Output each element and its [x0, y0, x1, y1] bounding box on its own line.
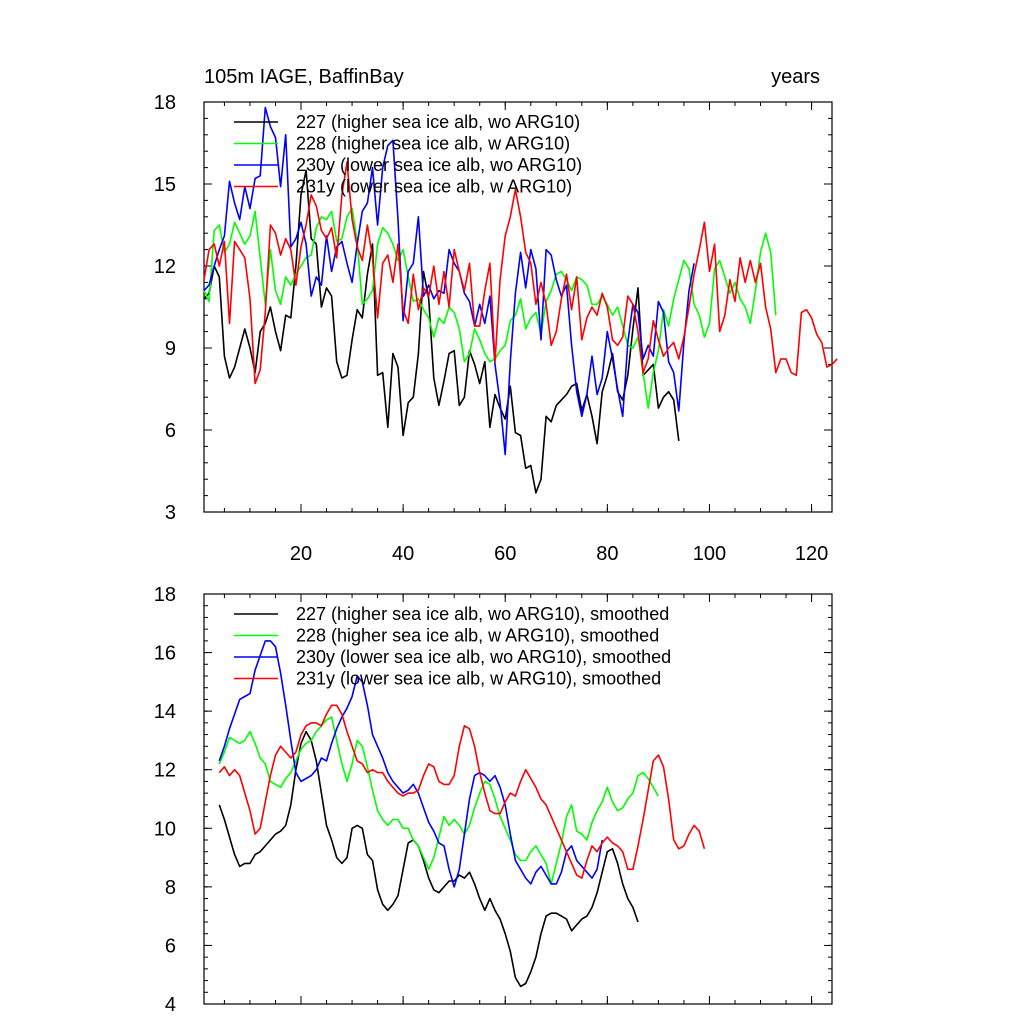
series-line-4	[203, 161, 838, 385]
x-tick-label: 20	[290, 543, 312, 565]
y-tick-label: 18	[154, 584, 176, 606]
legend-label: 228 (higher sea ice alb, w ARG10), smoot…	[296, 626, 659, 646]
y-tick-label: 10	[154, 818, 176, 840]
legend-label: 231y (lower sea ice alb, w ARG10), smoot…	[296, 669, 661, 689]
y-tick-label: 12	[154, 760, 176, 782]
x-tick-label: 60	[494, 543, 516, 565]
y-tick-label: 18	[154, 92, 176, 114]
x-tick-label: 80	[596, 543, 618, 565]
x-tick-label: 40	[392, 543, 414, 565]
x-tick-label: 100	[693, 543, 726, 565]
series-line-1	[203, 169, 680, 494]
series-line-4	[218, 704, 706, 879]
y-tick-label: 6	[165, 935, 176, 957]
series-line-1	[218, 730, 639, 988]
legend-label: 231y (lower sea ice alb, w ARG10)	[296, 177, 572, 197]
y-tick-label: 4	[165, 994, 176, 1016]
legend-label: 230y (lower sea ice alb, wo ARG10)	[296, 155, 582, 175]
bottom-panel: 4 6 8 10 12 14 16 18 227 (higher sea ice alb, wo…	[154, 584, 833, 1016]
x-tick-label: 120	[795, 543, 828, 565]
series-line-3	[218, 640, 603, 888]
legend-label: 227 (higher sea ice alb, wo ARG10), smoo…	[296, 604, 669, 624]
chart-title: 105m IAGE, BaffinBay	[204, 66, 404, 88]
series-line-2	[203, 207, 777, 409]
top-panel: 3 6 9 12 15 18 20 40 60 80 100 120 227 (higher sea i…	[154, 92, 838, 565]
y-tick-label: 8	[165, 877, 176, 899]
y-tick-label: 15	[154, 174, 176, 196]
series-line-2	[218, 716, 660, 885]
series-line-3	[203, 106, 695, 456]
plot-frame	[203, 101, 833, 513]
y-tick-label: 12	[154, 256, 176, 278]
plot-frame	[203, 593, 833, 1005]
y-tick-label: 16	[154, 643, 176, 665]
units-label: years	[771, 66, 820, 88]
y-tick-label: 3	[165, 502, 176, 524]
y-tick-label: 14	[154, 701, 176, 723]
legend-label: 230y (lower sea ice alb, wo ARG10), smoo…	[296, 647, 671, 667]
y-tick-label: 9	[165, 338, 176, 360]
legend-label: 228 (higher sea ice alb, w ARG10)	[296, 134, 570, 154]
legend-label: 227 (higher sea ice alb, wo ARG10)	[296, 112, 580, 132]
y-tick-label: 6	[165, 420, 176, 442]
